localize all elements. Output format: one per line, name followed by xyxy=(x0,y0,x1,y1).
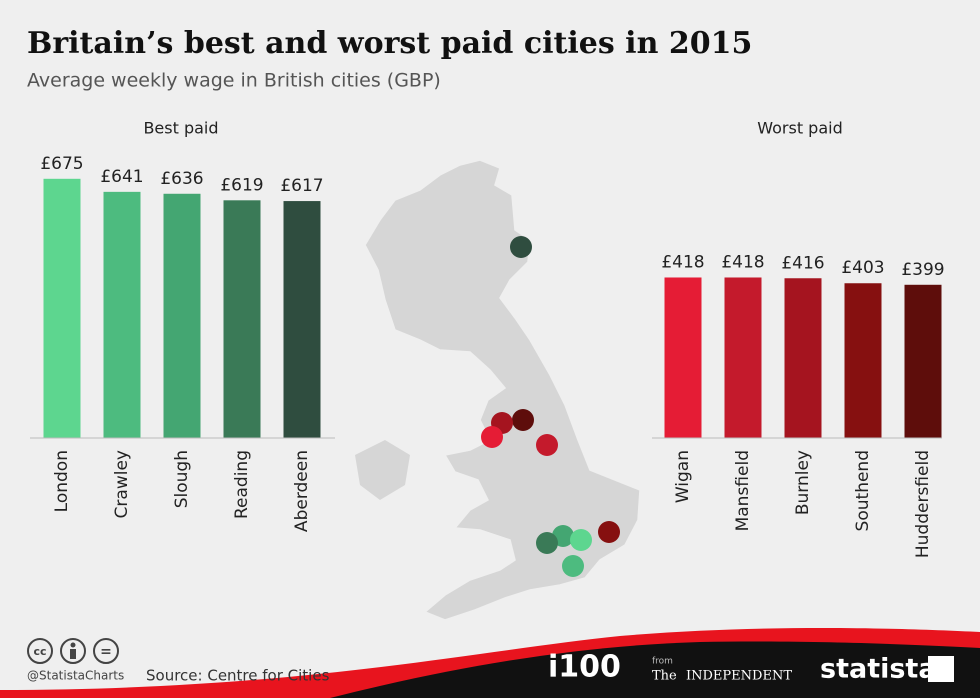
value-label: £636 xyxy=(160,169,203,189)
value-label: £399 xyxy=(901,260,944,280)
value-label: £418 xyxy=(661,252,704,272)
x-tick-label: Huddersfield xyxy=(913,450,933,558)
x-tick-label: Southend xyxy=(853,450,873,531)
x-tick-label: Crawley xyxy=(112,450,132,518)
x-tick-label: Aberdeen xyxy=(292,450,312,532)
chart-title: Worst paid xyxy=(757,119,843,138)
bar xyxy=(784,278,822,438)
x-tick-label: Reading xyxy=(232,450,252,519)
x-tick-label: London xyxy=(52,450,72,512)
bar xyxy=(43,178,81,439)
ireland-shape xyxy=(355,440,410,500)
independent-the: The xyxy=(652,669,677,684)
independent-logo: INDEPENDENT xyxy=(686,669,792,684)
city-dot xyxy=(536,434,558,456)
x-tick-label: Slough xyxy=(172,450,192,508)
value-label: £641 xyxy=(100,167,143,187)
city-dot xyxy=(510,236,532,258)
bar xyxy=(103,191,141,438)
value-label: £617 xyxy=(280,176,323,196)
handle: @StatistaCharts xyxy=(27,669,124,683)
chart-title: Best paid xyxy=(143,119,218,138)
city-dot xyxy=(562,555,584,577)
britain-shape xyxy=(364,159,641,621)
by-icon-body xyxy=(70,649,76,659)
bar xyxy=(664,277,702,438)
value-label: £416 xyxy=(781,253,824,273)
nd-icon xyxy=(93,638,119,664)
bar xyxy=(223,200,261,438)
nd-text: = xyxy=(100,644,112,660)
license-text: cc xyxy=(33,645,46,658)
x-tick-label: Burnley xyxy=(793,450,813,515)
subtitle: Average weekly wage in British cities (G… xyxy=(27,70,441,92)
by-icon-head xyxy=(70,642,76,648)
bar xyxy=(844,283,882,438)
value-label: £619 xyxy=(220,175,263,195)
source: Source: Centre for Cities xyxy=(146,667,330,685)
city-dot xyxy=(570,529,592,551)
map xyxy=(355,159,641,621)
value-label: £675 xyxy=(40,154,83,174)
bar xyxy=(904,284,942,438)
value-label: £403 xyxy=(841,258,884,278)
city-dot xyxy=(536,532,558,554)
x-tick-label: Mansfield xyxy=(733,450,753,531)
city-dot xyxy=(598,521,620,543)
x-tick-label: Wigan xyxy=(673,450,693,503)
city-dot xyxy=(512,409,534,431)
from-text: from xyxy=(652,657,673,667)
city-dot xyxy=(481,426,503,448)
footer: cc = @StatistaCharts Source: Centre for … xyxy=(0,628,980,698)
statista-icon xyxy=(928,656,954,682)
bar xyxy=(724,277,762,438)
license-icon xyxy=(27,638,53,664)
i100-logo: i100 xyxy=(548,650,621,685)
footer-band xyxy=(330,641,980,698)
by-icon xyxy=(60,638,86,664)
title: Britain’s best and worst paid cities in … xyxy=(27,26,752,61)
statista-logo: statista xyxy=(820,654,937,685)
bar xyxy=(163,193,201,438)
bar xyxy=(283,201,321,438)
value-label: £418 xyxy=(721,252,764,272)
